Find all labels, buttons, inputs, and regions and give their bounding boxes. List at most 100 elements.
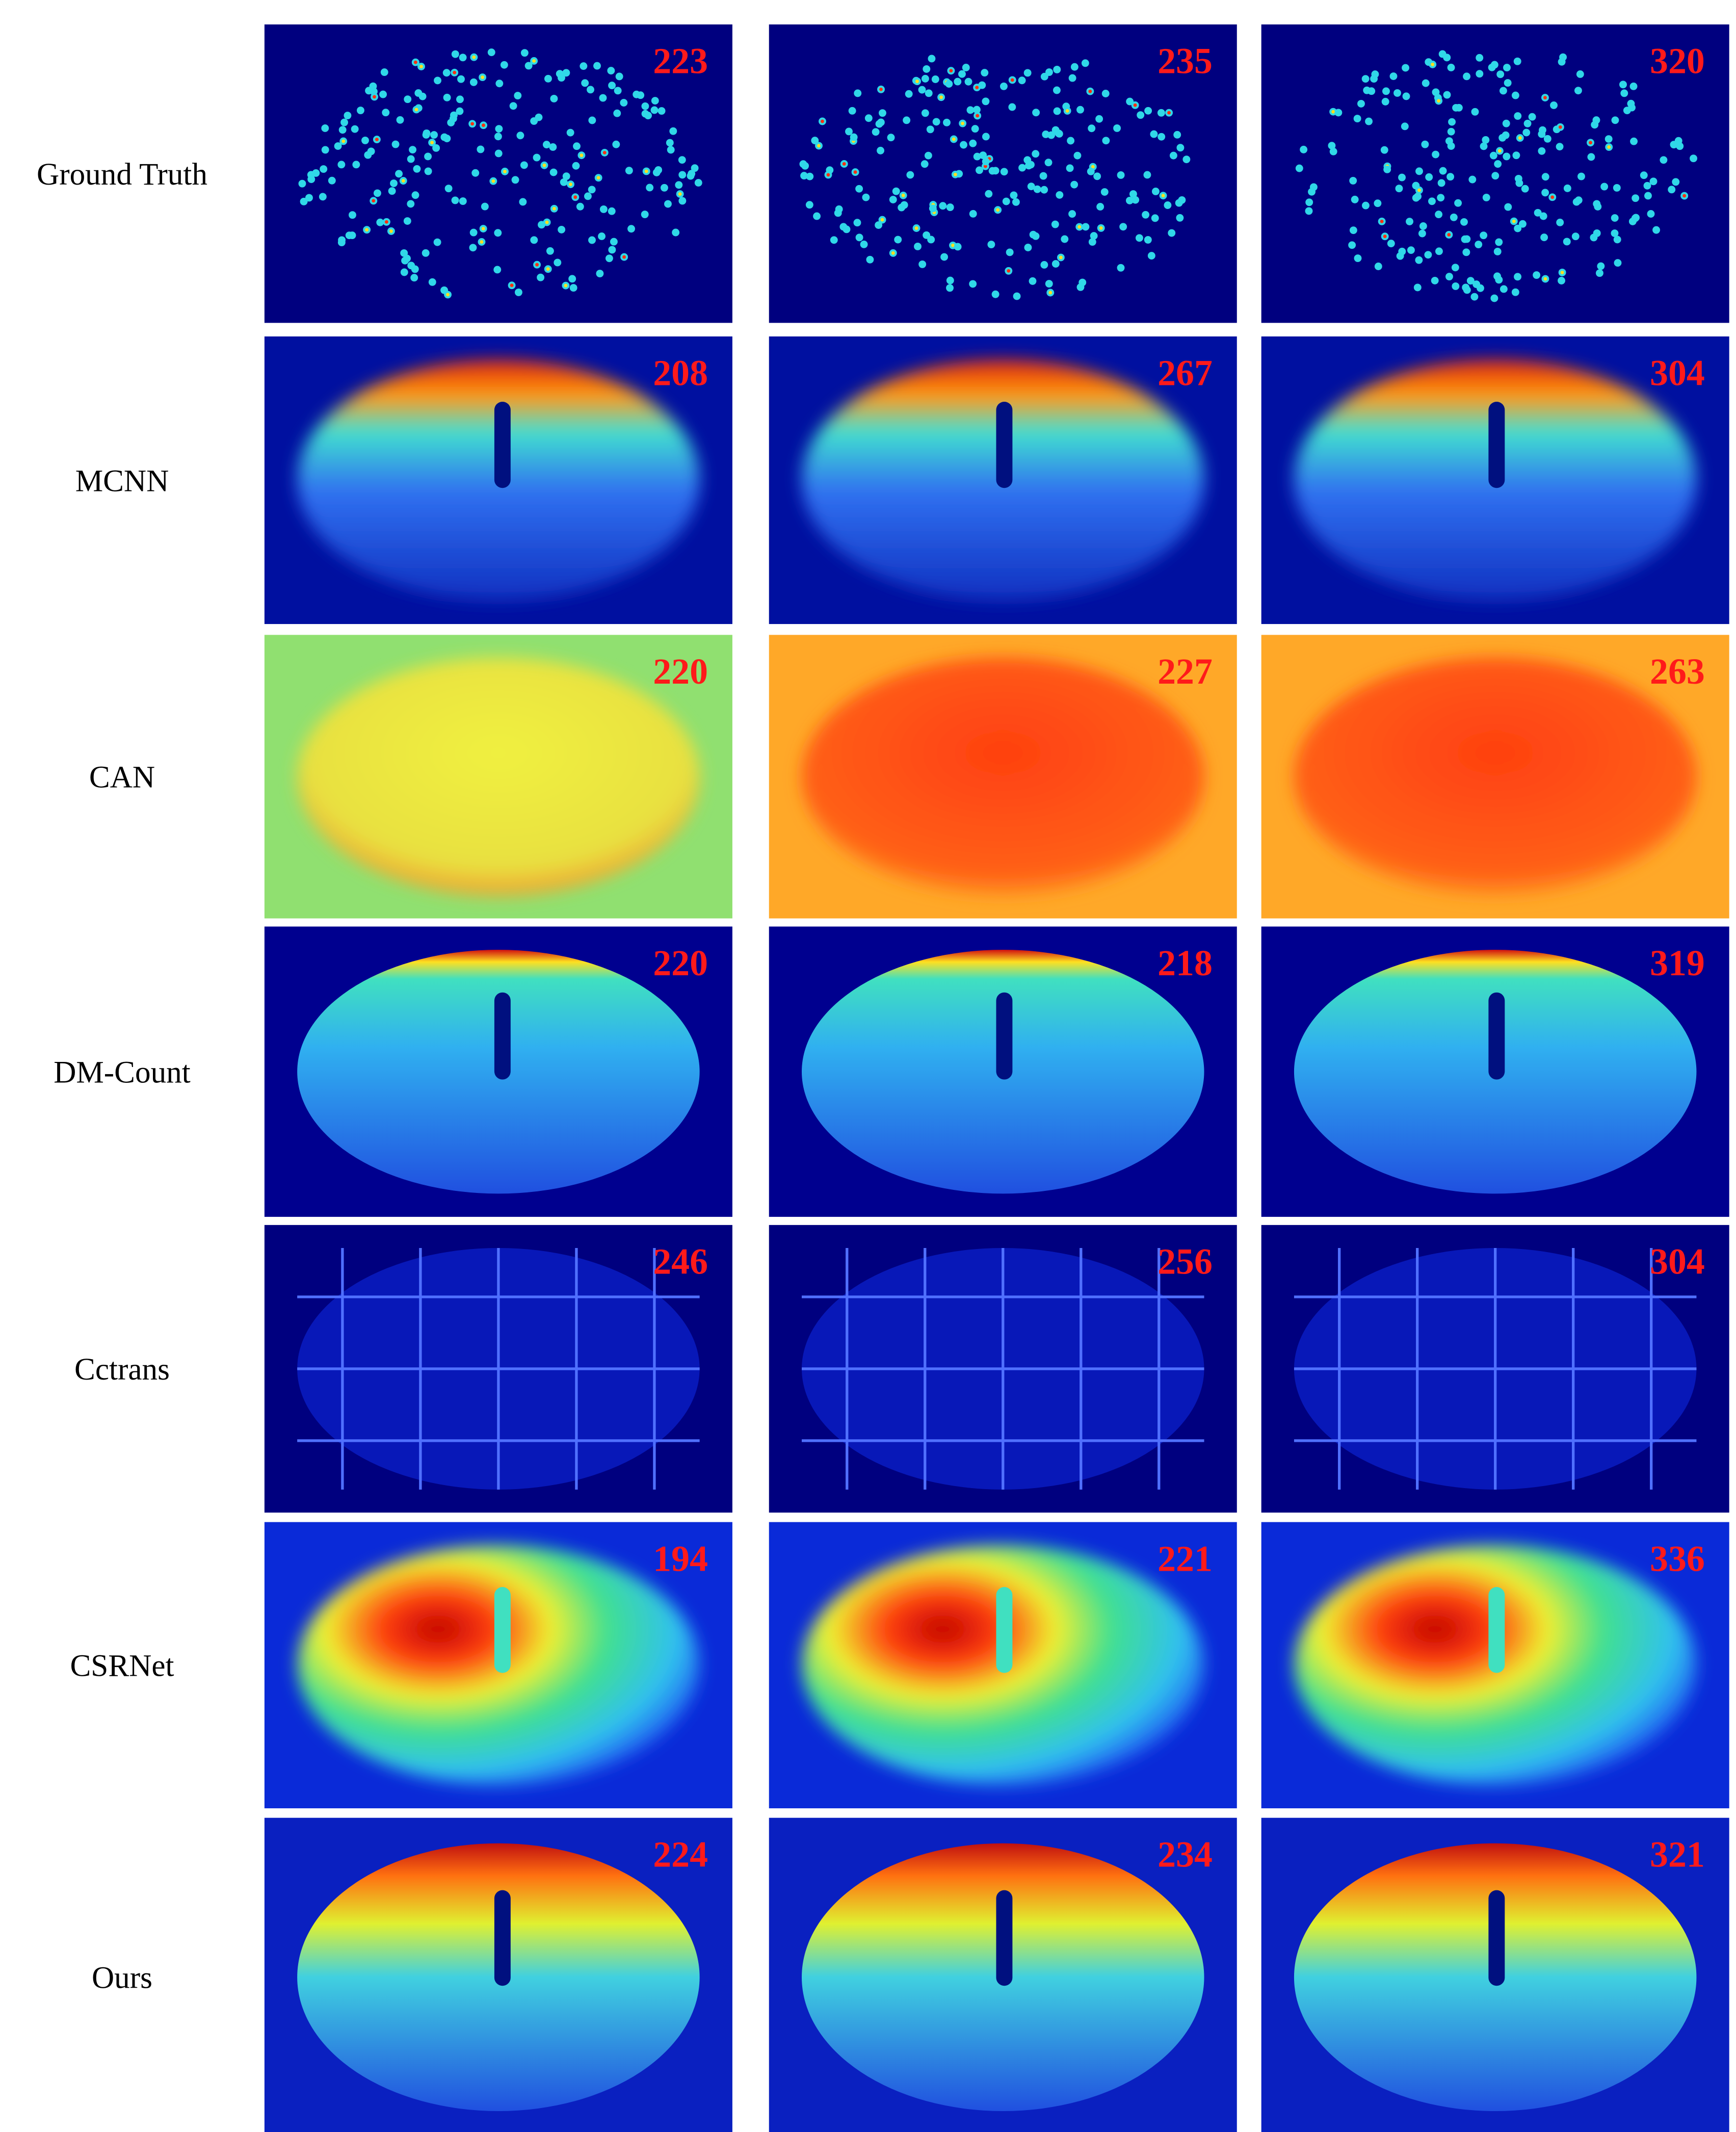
- point-core: [532, 59, 536, 63]
- point-dot: [328, 176, 336, 185]
- point-dot: [382, 109, 390, 117]
- point-dot: [1523, 119, 1532, 127]
- point-dot: [1435, 247, 1443, 255]
- point-dot: [805, 201, 813, 209]
- point-dot: [456, 95, 464, 103]
- point-dot: [918, 86, 926, 94]
- point-core: [1380, 219, 1384, 223]
- point-dot: [1144, 107, 1152, 115]
- point-core: [817, 144, 821, 148]
- point-dot: [428, 278, 436, 286]
- point-dot: [1592, 116, 1600, 124]
- point-dot: [946, 276, 954, 284]
- point-dot: [430, 131, 438, 139]
- point-dot: [979, 151, 987, 160]
- point-core: [1560, 270, 1564, 274]
- point-dot: [921, 109, 929, 117]
- point-dot: [641, 211, 649, 219]
- row-label: CAN: [89, 760, 155, 795]
- point-dot: [566, 128, 574, 137]
- point-dot: [1414, 192, 1422, 200]
- point-dot: [1402, 64, 1410, 72]
- point-dot: [960, 141, 967, 149]
- point-dot: [524, 62, 533, 70]
- point-core: [1431, 62, 1435, 66]
- point-dot: [1096, 203, 1104, 211]
- point-dot: [905, 90, 913, 98]
- point-dot: [1349, 176, 1357, 185]
- point-dot: [1587, 153, 1595, 161]
- point-dot: [530, 236, 538, 244]
- point-dot: [1040, 261, 1048, 269]
- point-dot: [407, 200, 415, 208]
- point-dot: [958, 70, 966, 78]
- point-dot: [830, 236, 838, 244]
- point-core: [1007, 269, 1011, 273]
- point-dot: [855, 233, 863, 242]
- point-dot: [931, 75, 939, 83]
- point-dot: [864, 114, 873, 122]
- point-dot: [395, 170, 403, 178]
- row-label: DM-Count: [54, 1055, 191, 1089]
- point-dot: [433, 238, 441, 246]
- point-core: [1550, 195, 1555, 199]
- point-dot: [596, 270, 604, 278]
- point-dot: [520, 49, 529, 57]
- point-dot: [1100, 188, 1109, 196]
- map-region: [297, 657, 700, 896]
- point-dot: [1413, 283, 1422, 292]
- point-core: [1133, 103, 1137, 107]
- point-dot: [554, 258, 562, 267]
- point-dot: [1168, 229, 1176, 237]
- point-core: [952, 137, 956, 141]
- point-dot: [1061, 235, 1069, 243]
- point-dot: [403, 217, 411, 225]
- point-dot: [1463, 286, 1471, 294]
- point-dot: [422, 249, 430, 257]
- point-dot: [1647, 210, 1655, 218]
- point-dot: [926, 125, 934, 134]
- point-dot: [1349, 226, 1357, 235]
- point-dot: [1674, 140, 1682, 148]
- point-dot: [878, 109, 886, 117]
- point-dot: [549, 168, 558, 176]
- point-dot: [969, 139, 977, 147]
- point-dot: [369, 82, 377, 90]
- point-core: [853, 170, 857, 174]
- count-label: 256: [1158, 1241, 1213, 1282]
- point-core: [939, 95, 943, 99]
- point-core: [996, 208, 1000, 212]
- point-dot: [1448, 118, 1456, 126]
- point-dot: [459, 197, 467, 205]
- point-dot: [1514, 224, 1522, 232]
- point-dot: [1504, 203, 1512, 211]
- point-dot: [811, 137, 819, 145]
- point-dot: [1418, 229, 1426, 238]
- map-region: [802, 657, 1204, 896]
- point-dot: [1387, 240, 1395, 248]
- point-dot: [973, 152, 981, 161]
- point-dot: [456, 107, 464, 115]
- point-dot: [872, 128, 880, 136]
- point-dot: [493, 266, 502, 274]
- point-core: [1331, 110, 1335, 114]
- point-dot: [1176, 214, 1184, 222]
- point-dot: [544, 74, 552, 83]
- point-dot: [954, 77, 962, 86]
- point-dot: [1032, 109, 1040, 117]
- point-dot: [1151, 214, 1159, 222]
- row-label: CSRNet: [70, 1649, 174, 1683]
- point-dot: [1460, 218, 1468, 226]
- point-dot: [1137, 111, 1145, 119]
- point-dot: [1493, 272, 1502, 280]
- point-core: [580, 153, 584, 158]
- point-core: [1088, 89, 1092, 93]
- occlusion: [494, 1890, 511, 1986]
- point-core: [961, 121, 965, 125]
- point-dot: [1361, 201, 1370, 210]
- point-dot: [1102, 137, 1110, 145]
- point-dot: [1468, 175, 1477, 184]
- point-core: [491, 179, 495, 183]
- point-dot: [494, 133, 502, 141]
- point-dot: [925, 89, 933, 97]
